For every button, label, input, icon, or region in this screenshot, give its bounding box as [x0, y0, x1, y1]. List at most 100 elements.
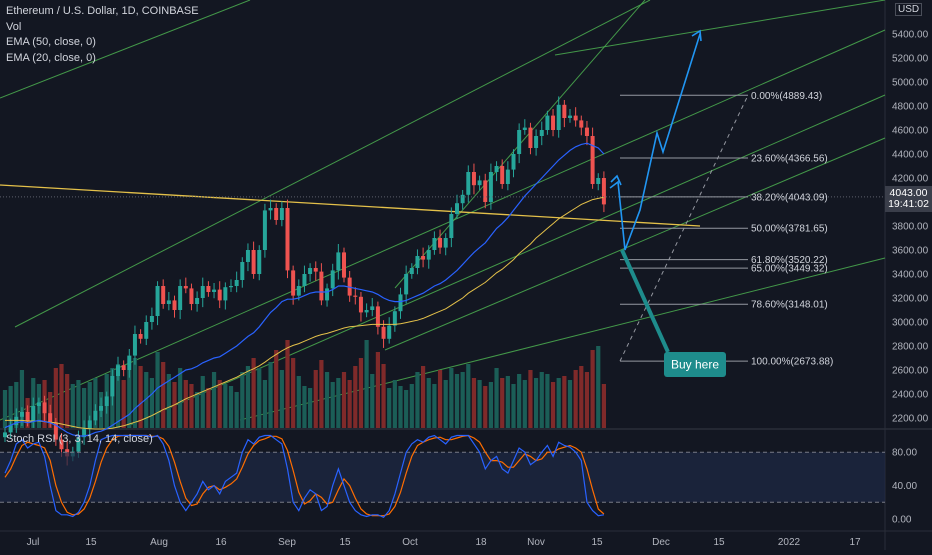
volume-bar	[375, 352, 380, 428]
candle-body	[330, 270, 335, 289]
price-tick-label: 3200.00	[892, 294, 929, 305]
stoch-tick-label: 40.00	[892, 481, 917, 492]
candle-body	[183, 286, 188, 289]
candle-body	[308, 268, 313, 274]
volume-bar	[471, 378, 477, 428]
volume-bar	[562, 376, 567, 428]
volume-bar	[138, 366, 143, 428]
candle-body	[155, 286, 160, 316]
projection-paths[interactable]	[609, 29, 702, 353]
candle-body	[127, 355, 132, 370]
candle-body	[234, 280, 239, 286]
volume-bar	[65, 374, 70, 428]
candle-body	[121, 365, 126, 370]
volume-bar	[161, 362, 166, 428]
candle-body	[342, 252, 346, 278]
stoch-rsi-title[interactable]: Stoch RSI (3, 3, 14, 14, close)	[6, 433, 153, 445]
fib-level-label: 65.00%(3449.32)	[751, 264, 828, 275]
candle-body	[358, 296, 363, 313]
volume-bar	[178, 368, 183, 428]
candle-body	[19, 412, 24, 417]
price-tick-label: 2400.00	[892, 390, 929, 401]
candle-body	[443, 238, 448, 248]
candle-body	[466, 172, 471, 195]
candle-body	[217, 289, 222, 301]
volume-bar	[511, 384, 516, 428]
volume-bar	[93, 378, 98, 428]
candle-body	[528, 127, 533, 148]
candle-body	[392, 311, 397, 326]
volume-bar	[505, 376, 510, 428]
candle-body	[195, 298, 200, 304]
candle-body	[573, 115, 578, 121]
candle-body	[262, 210, 267, 250]
fib-retracement[interactable]: 0.00%(4889.43) 23.60%(4366.56) 38.20%(4043…	[619, 91, 833, 368]
candle-body	[438, 238, 443, 248]
candle-body	[36, 402, 41, 406]
candle-body	[500, 166, 505, 184]
volume-bar	[358, 358, 364, 428]
time-tick-label: Nov	[527, 537, 545, 548]
candle-body	[268, 208, 273, 211]
candle-body	[240, 262, 245, 280]
candle-body	[534, 136, 539, 148]
currency-label[interactable]: USD	[895, 3, 923, 16]
candle-body	[189, 288, 194, 304]
candle-body	[562, 104, 567, 118]
volume-bar	[308, 388, 313, 428]
candle-body	[511, 154, 516, 170]
time-tick-label: 2022	[778, 537, 801, 548]
candle-body	[421, 256, 426, 260]
volume-bar	[14, 382, 19, 428]
candle-body	[132, 334, 137, 356]
candle-body	[483, 180, 488, 202]
time-tick-label: Jul	[27, 537, 40, 548]
volume-bar	[121, 380, 126, 428]
time-tick-label: Dec	[652, 537, 670, 548]
legend-ema50[interactable]: EMA (50, close, 0)	[6, 36, 96, 48]
volume-bar	[477, 380, 482, 428]
candle-body	[8, 425, 13, 433]
ema50-line	[5, 196, 605, 430]
candle-body	[144, 322, 149, 339]
fib-level-label: 0.00%(4889.43)	[751, 91, 822, 102]
volume-bar	[19, 370, 25, 428]
candle-body	[579, 120, 584, 128]
price-tick-label: 2800.00	[892, 342, 929, 353]
channel-line	[14, 0, 651, 328]
volume-bar	[313, 370, 318, 428]
time-axis[interactable]: Jul 15 Aug 16 Sep 15 Oct 18 Nov 15 Dec 15 2022 17	[27, 537, 861, 548]
volume-bar	[398, 386, 403, 428]
candle-body	[449, 214, 454, 238]
volume-bar	[381, 364, 386, 428]
legend-ema20[interactable]: EMA (20, close, 0)	[6, 51, 96, 64]
time-tick-label: Aug	[150, 537, 168, 548]
fib-level-label: 61.80%(3520.22)	[751, 255, 828, 266]
candle-body	[409, 268, 414, 274]
volume-bar	[251, 358, 256, 428]
ema-lines	[0, 142, 885, 437]
candle-body	[161, 286, 166, 304]
resistance-line	[0, 184, 701, 227]
price-axis[interactable]: 2200.00 2400.00 2600.00 2800.00 3000.00 3200.…	[892, 30, 929, 526]
candle-body	[488, 172, 493, 202]
price-tick-label: 4400.00	[892, 150, 929, 161]
candle-body	[517, 130, 522, 154]
volume-bar	[228, 386, 234, 428]
candle-body	[325, 288, 330, 301]
volume-bar	[240, 372, 245, 428]
volume-bar	[149, 378, 154, 428]
candle-body	[584, 127, 589, 136]
buy-here-callout[interactable]: Buy here	[664, 352, 726, 377]
candle-body	[53, 422, 58, 440]
volume-bar	[155, 352, 160, 428]
price-tick-label: 3800.00	[892, 222, 929, 233]
volume-bar	[466, 364, 471, 428]
volume-bar	[534, 378, 539, 428]
symbol-title[interactable]: Ethereum / U.S. Dollar, 1D, COINBASE	[6, 5, 199, 17]
candle-body	[375, 306, 380, 327]
candle-body	[82, 428, 87, 438]
legend-vol[interactable]: Vol	[6, 20, 22, 33]
